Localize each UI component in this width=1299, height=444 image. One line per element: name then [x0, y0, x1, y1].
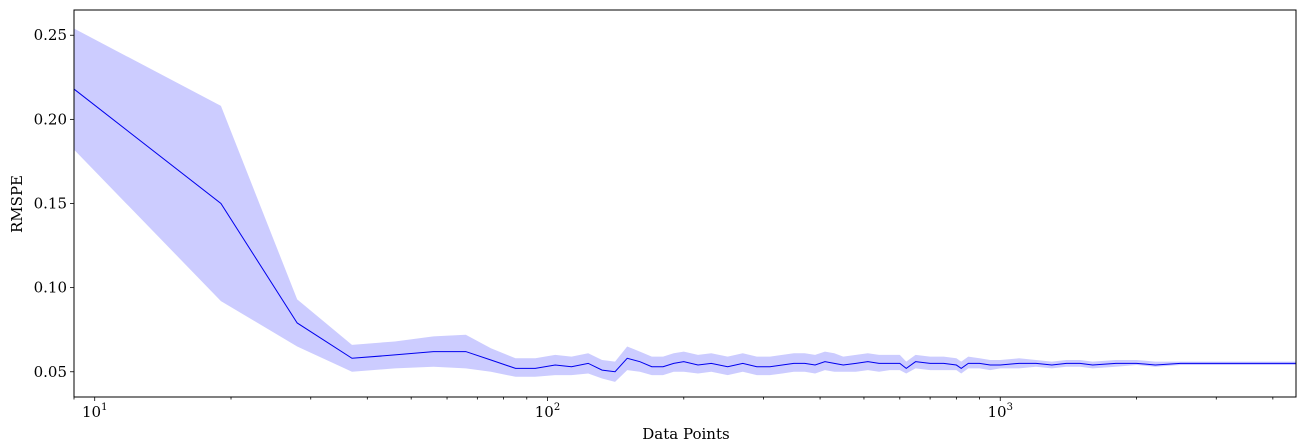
series-line: [73, 88, 1296, 373]
x-tick-label: 101: [82, 402, 107, 421]
y-tick-label: 0.10: [34, 279, 67, 297]
x-tick-label: 102: [535, 402, 560, 421]
y-tick-label: 0.20: [34, 110, 67, 128]
y-axis: 0.05 0.10 0.15 0.20 0.25: [34, 26, 74, 381]
y-axis-label: RMSPE: [8, 175, 26, 233]
plot-area: [73, 9, 1297, 398]
confidence-band: [74, 28, 1296, 382]
x-axis-label: Data Points: [642, 425, 729, 443]
y-tick-label: 0.25: [34, 26, 67, 44]
y-tick-label: 0.15: [34, 195, 67, 213]
y-tick-label: 0.05: [34, 363, 67, 381]
x-axis: 101 102 103: [73, 397, 1274, 421]
x-tick-label: 103: [988, 402, 1013, 421]
